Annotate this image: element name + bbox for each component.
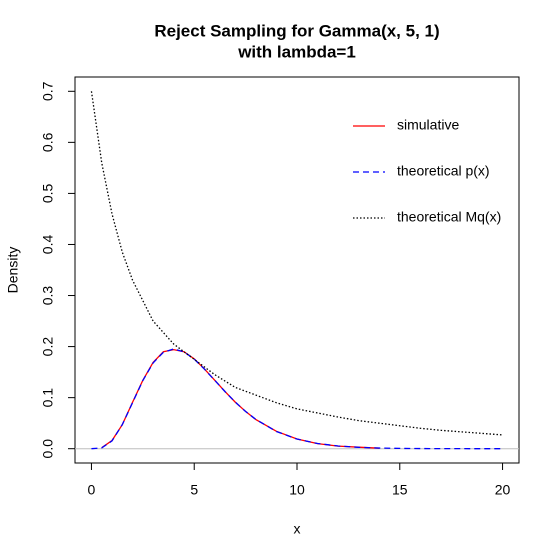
x-tick-label: 0 [88, 482, 96, 498]
legend-label: simulative [397, 117, 459, 133]
x-tick-label: 15 [392, 482, 408, 498]
chart-title: with lambda=1 [237, 42, 356, 61]
x-axis-label: x [294, 521, 301, 537]
y-tick-label: 0.3 [40, 286, 56, 306]
series-line [101, 348, 380, 449]
y-tick-label: 0.6 [40, 132, 56, 152]
chart-title: Reject Sampling for Gamma(x, 5, 1) [154, 21, 439, 40]
legend-label: theoretical Mq(x) [397, 209, 501, 225]
y-tick-label: 0.1 [40, 388, 56, 408]
y-tick-label: 0.0 [40, 439, 56, 459]
x-tick-label: 10 [289, 482, 305, 498]
x-tick-label: 5 [190, 482, 198, 498]
y-tick-label: 0.4 [40, 235, 56, 255]
x-tick-label: 20 [495, 482, 511, 498]
y-axis-label: Density [5, 247, 21, 294]
series-line [91, 348, 503, 450]
y-tick-label: 0.5 [40, 183, 56, 203]
legend-label: theoretical p(x) [397, 163, 490, 179]
y-tick-label: 0.2 [40, 337, 56, 357]
series-line [90, 91, 503, 436]
y-tick-label: 0.7 [40, 81, 56, 101]
plot-frame [74, 76, 520, 464]
